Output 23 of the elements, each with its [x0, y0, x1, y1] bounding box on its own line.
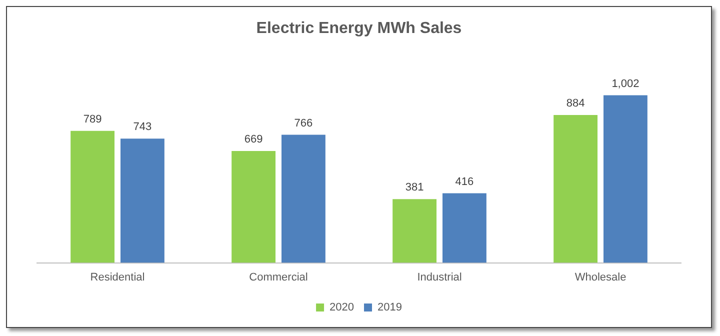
data-label: 1,002 [612, 78, 640, 90]
x-tick-label: Residential [90, 271, 145, 284]
chart-title: Electric Energy MWh Sales [256, 20, 462, 38]
data-label: 381 [405, 182, 424, 194]
legend-label: 2019 [378, 302, 402, 314]
bar [281, 134, 326, 263]
bar [120, 138, 164, 263]
data-label: 743 [133, 121, 152, 134]
data-label: 416 [455, 176, 474, 188]
x-tick-label: Wholesale [574, 271, 626, 284]
bar [232, 150, 276, 263]
bar [442, 193, 486, 263]
bar [554, 115, 598, 263]
legend-label: 2020 [330, 302, 354, 314]
data-label: 669 [244, 133, 263, 146]
bar [392, 199, 437, 263]
data-label: 766 [294, 117, 313, 130]
data-label: 884 [566, 98, 585, 110]
x-tick-label: Industrial [417, 271, 462, 284]
bar [603, 95, 648, 263]
x-tick-label: Commercial [249, 271, 308, 284]
data-label: 789 [83, 113, 102, 126]
bar [70, 130, 115, 263]
